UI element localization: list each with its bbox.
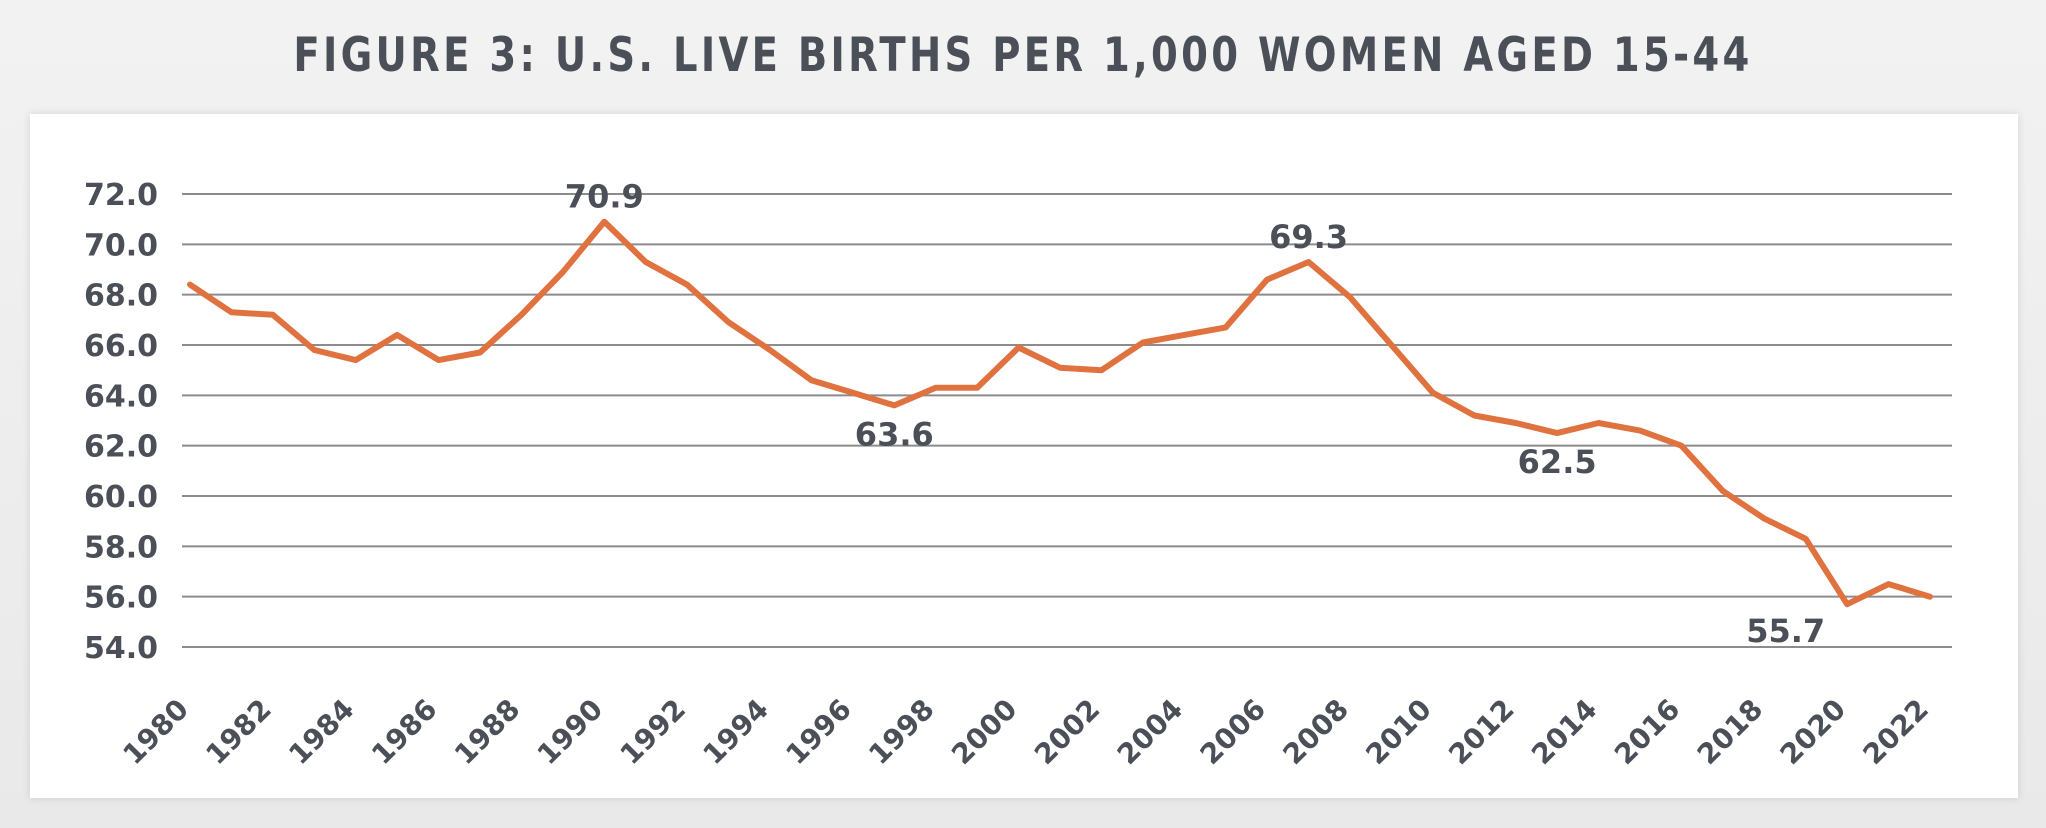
data-label: 62.5: [1518, 443, 1597, 481]
series-layer: [187, 218, 1933, 608]
x-tick-label: 1998: [862, 693, 940, 771]
x-tick-label: 2010: [1359, 693, 1437, 771]
y-tick-label: 60.0: [84, 480, 158, 515]
x-tick-label: 1980: [117, 693, 195, 771]
x-tick-label: 2000: [945, 693, 1023, 771]
series-line: [187, 218, 1933, 608]
data-label: 70.9: [565, 178, 644, 216]
chart-card: 54.0 56.0 58.0 60.0 62.0 64.0 66.0 68.0 70.0 72.0…: [30, 114, 2018, 798]
chart-title: FIGURE 3: U.S. LIVE BIRTHS PER 1,000 WOM…: [293, 28, 1753, 83]
y-tick-label: 58.0: [84, 530, 158, 565]
x-tick-label: 1984: [282, 693, 360, 771]
x-tick-label: 1986: [365, 693, 443, 771]
x-axis-ticks: 1980 1982 1984 1986 1988 1990 1992 1994 1996 1998…: [117, 693, 1935, 771]
y-tick-label: 70.0: [84, 228, 158, 263]
y-tick-label: 72.0: [84, 178, 158, 213]
annotation-layer: 70.9 63.6 69.3 62.5 55.7: [565, 178, 1825, 651]
y-tick-label: 64.0: [84, 379, 158, 414]
x-tick-label: 1992: [614, 693, 692, 771]
y-tick-label: 66.0: [84, 329, 158, 364]
y-tick-label: 54.0: [84, 631, 158, 666]
x-tick-label: 2008: [1277, 693, 1355, 771]
x-tick-label: 2004: [1111, 693, 1189, 771]
x-tick-label: 2022: [1857, 693, 1935, 771]
y-tick-label: 56.0: [84, 581, 158, 616]
x-tick-label: 2020: [1774, 693, 1852, 771]
y-axis-ticks: 54.0 56.0 58.0 60.0 62.0 64.0 66.0 68.0 70.0 72.0: [84, 178, 158, 666]
x-tick-label: 2014: [1525, 693, 1603, 771]
x-tick-label: 2016: [1608, 693, 1686, 771]
x-tick-label: 1988: [448, 693, 526, 771]
line-chart: 54.0 56.0 58.0 60.0 62.0 64.0 66.0 68.0 70.0 72.0…: [84, 178, 1952, 771]
data-label: 63.6: [855, 415, 934, 453]
x-tick-label: 1990: [531, 693, 609, 771]
x-tick-label: 2012: [1442, 693, 1520, 771]
y-tick-label: 68.0: [84, 279, 158, 314]
x-tick-label: 1994: [697, 693, 775, 771]
x-tick-label: 1982: [199, 693, 277, 771]
grid-layer: [182, 193, 1952, 648]
x-tick-label: 1996: [779, 693, 857, 771]
x-tick-label: 2018: [1691, 693, 1769, 771]
data-label: 69.3: [1269, 218, 1348, 256]
x-tick-label: 2006: [1194, 693, 1272, 771]
y-tick-label: 62.0: [84, 430, 158, 465]
x-tick-label: 2002: [1028, 693, 1106, 771]
data-label: 55.7: [1746, 612, 1825, 650]
